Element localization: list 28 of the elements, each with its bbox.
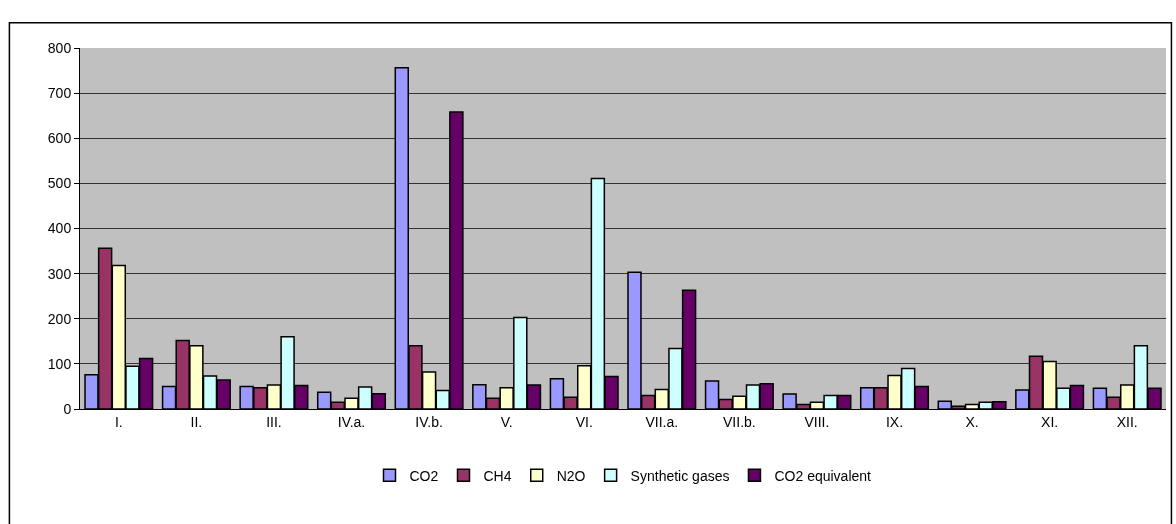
y-tick-label: 300 (47, 265, 72, 282)
y-tick-label: 400 (47, 220, 72, 237)
legend-label: CO2 equivalent (774, 467, 872, 484)
x-tick-label: X. (965, 413, 979, 430)
y-tick-label: 200 (47, 310, 72, 327)
x-tick-label: IX. (885, 413, 904, 430)
legend-label: N2O (556, 467, 586, 484)
y-tick-label: 500 (47, 175, 72, 192)
x-tick-label: I. (114, 413, 123, 430)
legend-label: Synthetic gases (630, 467, 730, 484)
x-tick-label: V. (500, 413, 513, 430)
y-tick-label: 700 (47, 85, 72, 102)
x-tick-label: III. (266, 413, 282, 430)
x-tick-label: XI. (1041, 413, 1059, 430)
legend-label: CH4 (483, 467, 512, 484)
x-tick-label: IV.b. (415, 413, 443, 430)
x-tick-label: VII.b. (723, 413, 756, 430)
y-tick-label: 800 (47, 39, 72, 56)
x-tick-label: IV.a. (337, 413, 366, 430)
y-tick-label: 0 (63, 400, 72, 417)
x-tick-label: VI. (575, 413, 593, 430)
y-tick-label: 600 (47, 130, 72, 147)
x-tick-label: II. (190, 413, 203, 430)
x-tick-label: VII.a. (645, 413, 679, 430)
legend-label: CO2 (409, 467, 439, 484)
x-tick-label: VIII. (804, 413, 830, 430)
x-tick-label: XII. (1116, 413, 1138, 430)
y-tick-label: 100 (47, 355, 72, 372)
